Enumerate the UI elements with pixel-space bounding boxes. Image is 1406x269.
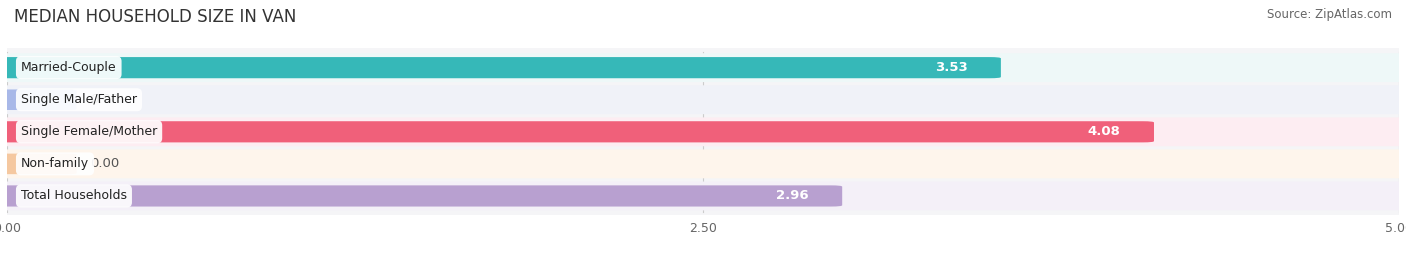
FancyBboxPatch shape [0, 90, 77, 110]
FancyBboxPatch shape [0, 185, 842, 207]
FancyBboxPatch shape [0, 182, 1406, 210]
Text: Single Female/Mother: Single Female/Mother [21, 125, 157, 138]
Text: Source: ZipAtlas.com: Source: ZipAtlas.com [1267, 8, 1392, 21]
FancyBboxPatch shape [0, 154, 77, 174]
Text: Single Male/Father: Single Male/Father [21, 93, 136, 106]
FancyBboxPatch shape [0, 150, 1406, 178]
Text: MEDIAN HOUSEHOLD SIZE IN VAN: MEDIAN HOUSEHOLD SIZE IN VAN [14, 8, 297, 26]
Text: 2.96: 2.96 [776, 189, 808, 203]
FancyBboxPatch shape [0, 117, 1406, 146]
Text: 0.00: 0.00 [90, 157, 120, 170]
Text: 0.00: 0.00 [90, 93, 120, 106]
FancyBboxPatch shape [0, 53, 1406, 82]
Text: Married-Couple: Married-Couple [21, 61, 117, 74]
Text: Total Households: Total Households [21, 189, 127, 203]
FancyBboxPatch shape [0, 57, 1001, 78]
Text: 3.53: 3.53 [935, 61, 967, 74]
FancyBboxPatch shape [0, 85, 1406, 114]
FancyBboxPatch shape [0, 121, 1154, 142]
Text: 4.08: 4.08 [1088, 125, 1121, 138]
Text: Non-family: Non-family [21, 157, 89, 170]
